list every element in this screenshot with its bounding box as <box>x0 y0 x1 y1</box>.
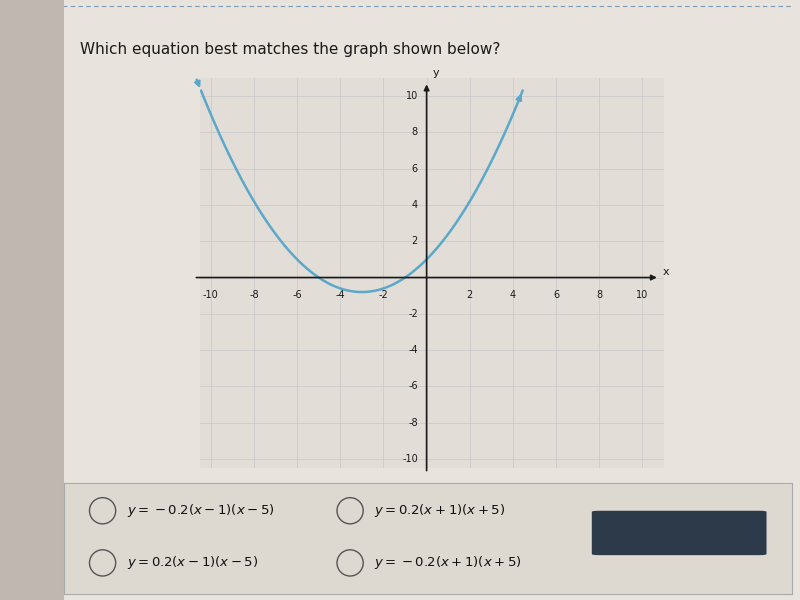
Text: 2: 2 <box>466 290 473 300</box>
Text: -8: -8 <box>249 290 258 300</box>
Text: $y = 0.2(x + 1)(x + 5)$: $y = 0.2(x + 1)(x + 5)$ <box>374 502 506 519</box>
Text: $y = -0.2(x - 1)(x - 5)$: $y = -0.2(x - 1)(x - 5)$ <box>126 502 274 519</box>
Text: 4: 4 <box>412 200 418 210</box>
Text: $y = 0.2(x - 1)(x - 5)$: $y = 0.2(x - 1)(x - 5)$ <box>126 554 258 571</box>
Text: -2: -2 <box>378 290 388 300</box>
FancyBboxPatch shape <box>592 511 766 555</box>
Text: 10: 10 <box>406 91 418 101</box>
Text: -6: -6 <box>408 382 418 391</box>
Text: -4: -4 <box>335 290 345 300</box>
Text: -10: -10 <box>203 290 218 300</box>
Text: $y = -0.2(x + 1)(x + 5)$: $y = -0.2(x + 1)(x + 5)$ <box>374 554 522 571</box>
Text: -8: -8 <box>408 418 418 428</box>
Text: 4: 4 <box>510 290 516 300</box>
Text: x: x <box>663 267 670 277</box>
Text: -2: -2 <box>408 309 418 319</box>
Text: 6: 6 <box>553 290 559 300</box>
Text: -10: -10 <box>402 454 418 464</box>
Text: 2: 2 <box>412 236 418 246</box>
Text: y: y <box>433 68 440 78</box>
Text: Submit Answer: Submit Answer <box>637 528 722 538</box>
Text: -4: -4 <box>408 345 418 355</box>
Text: 6: 6 <box>412 164 418 173</box>
Text: 8: 8 <box>596 290 602 300</box>
Text: 8: 8 <box>412 127 418 137</box>
Text: -6: -6 <box>292 290 302 300</box>
Text: Which equation best matches the graph shown below?: Which equation best matches the graph sh… <box>80 42 500 57</box>
Text: 10: 10 <box>636 290 649 300</box>
